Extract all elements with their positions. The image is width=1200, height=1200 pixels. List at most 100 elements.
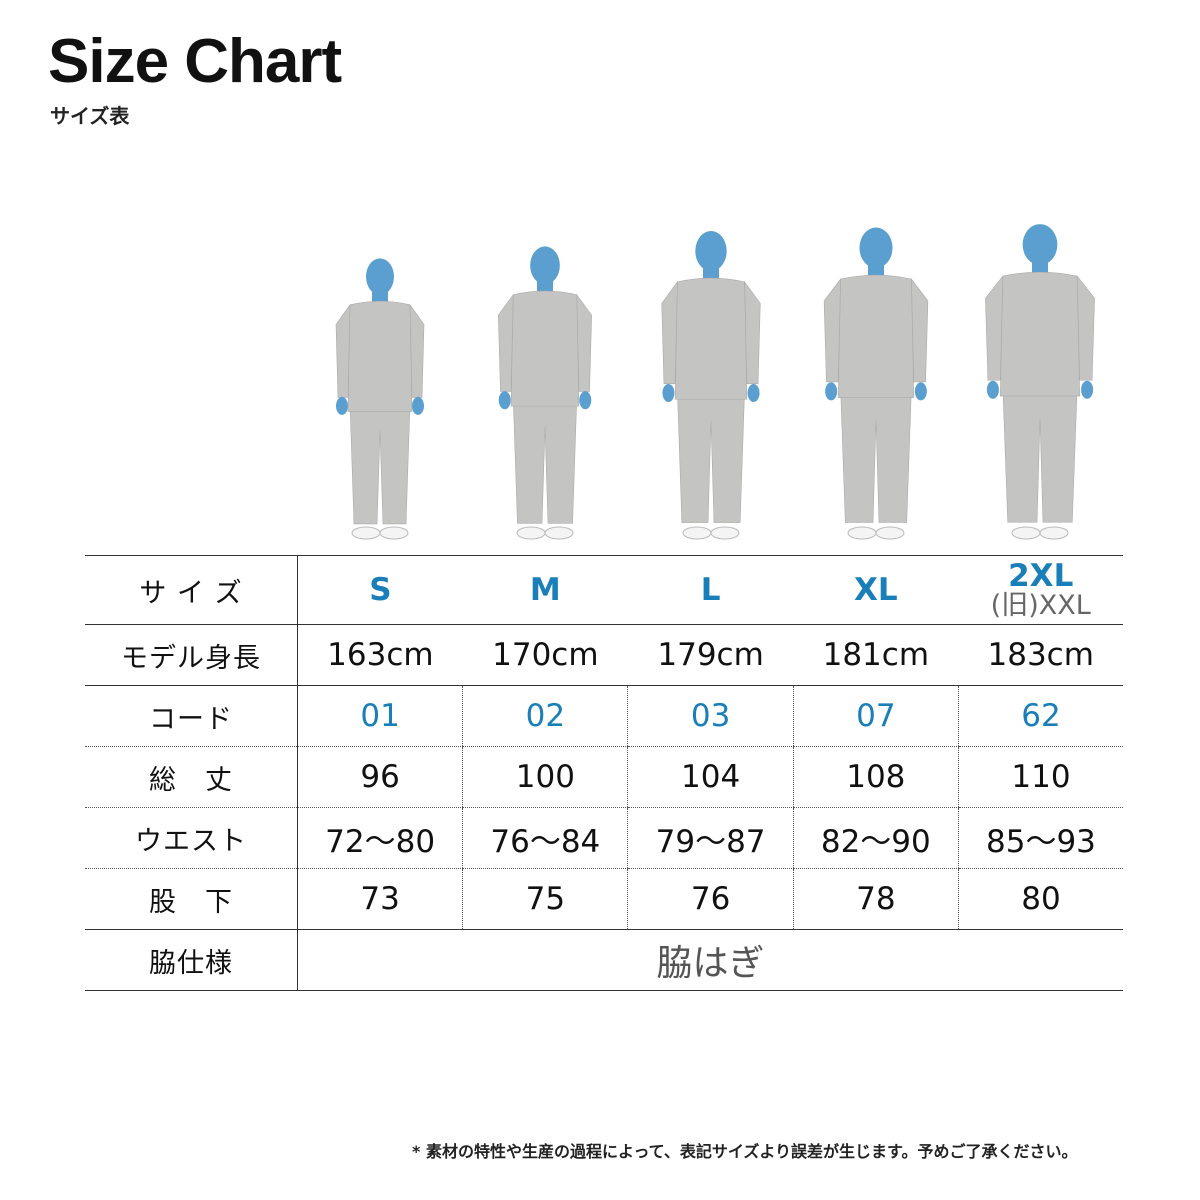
length-cell: 96 <box>297 746 463 808</box>
model-left-hand <box>336 396 348 415</box>
waist-cell: 79〜87 <box>627 807 794 869</box>
height-cell: 179cm <box>627 624 794 686</box>
code-cell: 62 <box>957 685 1123 747</box>
inseam-cell: 76 <box>627 868 794 930</box>
row-label-waist: ウエスト <box>85 807 298 869</box>
model-right-hand <box>412 396 424 415</box>
model-left-arm <box>661 280 678 385</box>
model-left-hand <box>662 383 675 402</box>
waist-cell: 85〜93 <box>957 807 1123 869</box>
model-left-shoe <box>351 526 381 540</box>
model-left-hand <box>825 382 838 401</box>
model-right-shoe <box>875 526 905 540</box>
model-left-hand <box>986 380 999 399</box>
length-cell: 104 <box>627 746 794 808</box>
length-row: 総 丈 96 100 104 108 110 <box>85 746 1123 808</box>
model-left-shoe <box>847 526 877 540</box>
waist-cell: 76〜84 <box>462 807 628 869</box>
side-spec-row: 脇仕様 脇はぎ <box>85 929 1123 991</box>
model-left-shoe <box>682 526 712 540</box>
model-figure <box>498 246 592 540</box>
height-cell: 163cm <box>297 624 463 686</box>
row-label-side: 脇仕様 <box>85 929 298 991</box>
row-label-height: モデル身長 <box>85 624 298 686</box>
row-label-inseam: 股 下 <box>85 868 298 930</box>
model-left-arm <box>335 303 351 398</box>
row-label-length: 総 丈 <box>85 746 298 808</box>
disclaimer-note: * 素材の特性や生産の過程によって、表記サイズより誤差が生じます。予めご了承くだ… <box>412 1142 1078 1161</box>
model-left-arm <box>985 275 1004 381</box>
waist-row: ウエスト 72〜80 76〜84 79〜87 82〜90 85〜93 <box>85 807 1123 869</box>
row-label-size: サ イ ズ <box>85 555 298 625</box>
code-row: コード 01 02 03 07 62 <box>85 685 1123 747</box>
model-right-hand <box>914 382 927 401</box>
model-left-shoe <box>1011 526 1041 540</box>
model-right-arm <box>911 278 929 383</box>
model-pants <box>840 387 912 523</box>
code-cell: 03 <box>627 685 794 747</box>
model-figure <box>985 224 1095 540</box>
model-right-shoe <box>1039 526 1069 540</box>
code-cell: 01 <box>297 685 463 747</box>
inseam-cell: 75 <box>462 868 628 930</box>
side-spec-cell: 脇はぎ <box>297 929 1123 991</box>
size-row: サ イ ズ S M L XL 2XL (旧)XXL <box>85 555 1123 625</box>
model-right-hand <box>1081 380 1094 399</box>
model-left-shoe <box>516 526 546 540</box>
model-right-arm <box>409 303 425 398</box>
model-figures <box>335 224 1095 540</box>
size-2xl-old-label: (旧)XXL <box>990 590 1091 621</box>
page-title: Size Chart <box>48 27 342 96</box>
model-sweatshirt <box>674 277 748 400</box>
page-subtitle: サイズ表 <box>50 104 130 128</box>
length-cell: 108 <box>792 746 959 808</box>
height-cell: 170cm <box>462 624 628 686</box>
size-xl: XL <box>793 555 959 625</box>
inseam-cell: 73 <box>297 868 463 930</box>
model-right-hand <box>747 383 760 402</box>
height-cell: 183cm <box>958 624 1123 686</box>
model-sweatshirt <box>837 274 915 398</box>
model-head <box>366 258 394 295</box>
model-right-arm <box>744 280 761 385</box>
model-pants <box>349 402 411 525</box>
inseam-row: 股 下 73 75 76 78 80 <box>85 868 1123 930</box>
model-sweatshirt <box>1000 271 1080 397</box>
row-label-code: コード <box>85 685 298 747</box>
size-l: L <box>627 555 794 625</box>
model-sweatshirt <box>510 290 580 407</box>
model-right-arm <box>1076 275 1095 381</box>
waist-cell: 82〜90 <box>792 807 959 869</box>
height-row: モデル身長 163cm 170cm 179cm 181cm 183cm <box>85 624 1123 686</box>
model-head <box>530 246 560 285</box>
model-right-arm <box>576 293 592 392</box>
model-pants <box>1002 386 1078 523</box>
model-left-arm <box>498 293 514 392</box>
model-head <box>1022 224 1058 266</box>
model-left-hand <box>498 391 511 410</box>
code-cell: 02 <box>462 685 628 747</box>
length-cell: 110 <box>957 746 1123 808</box>
model-head <box>859 227 893 269</box>
model-sweatshirt <box>347 300 413 412</box>
inseam-cell: 78 <box>792 868 959 930</box>
model-pants <box>677 389 745 523</box>
model-right-shoe <box>544 526 574 540</box>
model-pants <box>512 397 578 524</box>
size-2xl-label: 2XL <box>1008 558 1074 594</box>
inseam-cell: 80 <box>957 868 1123 930</box>
model-left-arm <box>823 278 841 383</box>
code-cell: 07 <box>792 685 959 747</box>
length-cell: 100 <box>462 746 628 808</box>
size-s: S <box>297 555 463 625</box>
model-figure <box>823 227 929 540</box>
height-cell: 181cm <box>793 624 959 686</box>
model-head <box>695 230 727 272</box>
model-figure <box>335 258 425 540</box>
model-right-shoe <box>710 526 740 540</box>
size-m: M <box>462 555 628 625</box>
size-2xl: 2XL (旧)XXL <box>958 555 1123 625</box>
model-figure <box>661 230 761 540</box>
waist-cell: 72〜80 <box>297 807 463 869</box>
model-right-hand <box>579 391 592 410</box>
